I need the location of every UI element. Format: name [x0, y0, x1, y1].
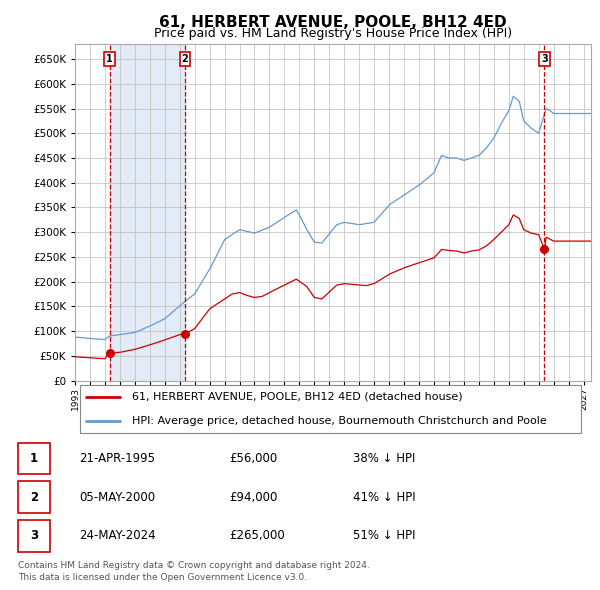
Text: 1: 1: [106, 54, 113, 64]
Text: 05-MAY-2000: 05-MAY-2000: [79, 490, 155, 504]
FancyBboxPatch shape: [18, 442, 50, 474]
Text: 21-APR-1995: 21-APR-1995: [79, 452, 155, 465]
Text: HPI: Average price, detached house, Bournemouth Christchurch and Poole: HPI: Average price, detached house, Bour…: [132, 415, 547, 425]
Text: 41% ↓ HPI: 41% ↓ HPI: [353, 490, 416, 504]
Text: 61, HERBERT AVENUE, POOLE, BH12 4ED: 61, HERBERT AVENUE, POOLE, BH12 4ED: [159, 15, 507, 30]
Text: 2: 2: [182, 54, 188, 64]
Text: £94,000: £94,000: [229, 490, 278, 504]
Text: £56,000: £56,000: [229, 452, 278, 465]
Text: 1: 1: [30, 452, 38, 465]
FancyBboxPatch shape: [18, 481, 50, 513]
FancyBboxPatch shape: [18, 520, 50, 552]
FancyBboxPatch shape: [80, 385, 581, 432]
Text: Price paid vs. HM Land Registry's House Price Index (HPI): Price paid vs. HM Land Registry's House …: [154, 27, 512, 40]
Bar: [110, 44, 185, 381]
Text: Contains HM Land Registry data © Crown copyright and database right 2024.
This d: Contains HM Land Registry data © Crown c…: [18, 561, 370, 582]
Text: 2: 2: [30, 490, 38, 504]
Text: 3: 3: [541, 54, 548, 64]
Text: 3: 3: [30, 529, 38, 542]
Text: 61, HERBERT AVENUE, POOLE, BH12 4ED (detached house): 61, HERBERT AVENUE, POOLE, BH12 4ED (det…: [132, 392, 463, 402]
Text: 38% ↓ HPI: 38% ↓ HPI: [353, 452, 415, 465]
Text: 51% ↓ HPI: 51% ↓ HPI: [353, 529, 415, 542]
Text: £265,000: £265,000: [229, 529, 285, 542]
Text: 24-MAY-2024: 24-MAY-2024: [79, 529, 156, 542]
